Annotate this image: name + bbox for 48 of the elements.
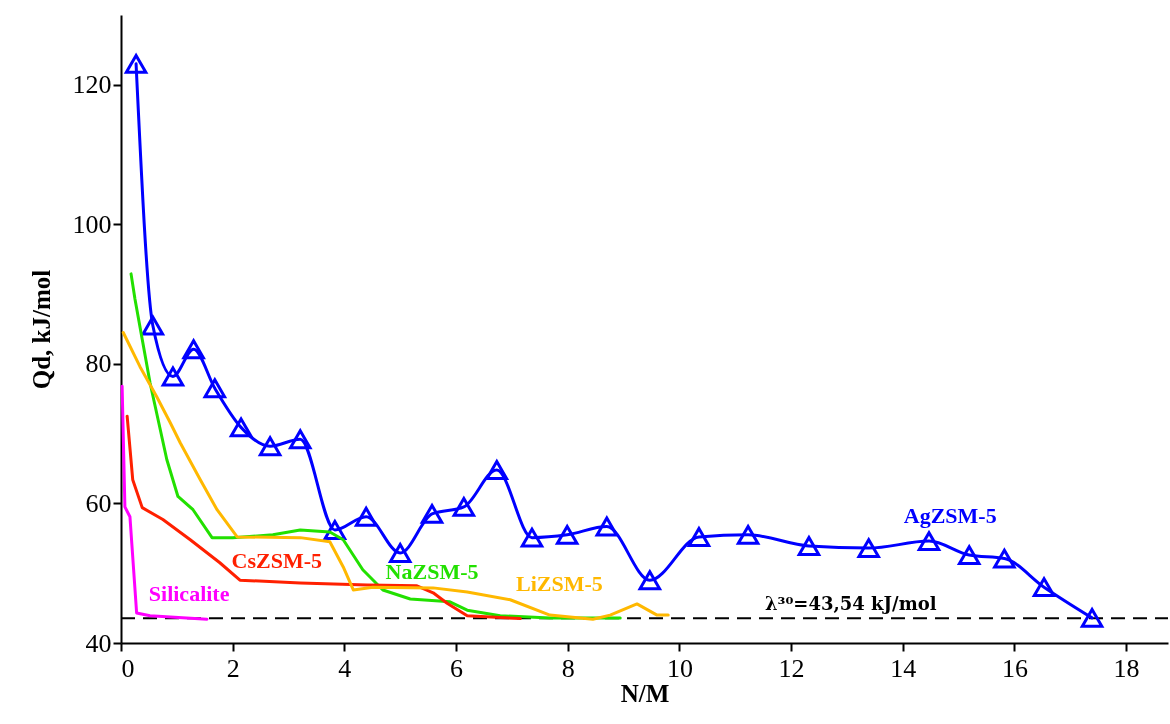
y-tick-label: 40 [85, 628, 112, 658]
point [258, 436, 282, 457]
point [797, 536, 821, 556]
x-tick-label: 8 [561, 653, 575, 683]
point [182, 339, 205, 360]
point [555, 524, 579, 545]
point [957, 545, 981, 566]
point [124, 53, 148, 74]
ref-line-label: λ³⁰=43,54 kJ/mol [764, 593, 937, 615]
point [354, 506, 378, 527]
y-tick-label: 80 [85, 349, 112, 379]
y-axis-title: Qd, kJ/mol [27, 269, 55, 390]
x-tick-label: 0 [121, 653, 135, 683]
x-tick-label: 4 [338, 653, 352, 683]
point [520, 527, 544, 548]
series-label: LiZSM-5 [515, 571, 603, 597]
point [420, 503, 444, 524]
point [595, 516, 619, 537]
point [638, 570, 662, 591]
point [1080, 607, 1104, 628]
x-tick-label: 16 [1001, 653, 1028, 683]
x-tick-label: 6 [450, 653, 464, 683]
y-tick-label: 100 [72, 209, 112, 239]
series-label: NaZSM-5 [385, 558, 479, 584]
point [203, 378, 227, 399]
x-tick-label: 18 [1113, 653, 1140, 683]
point [485, 460, 509, 480]
x-tick-label: 12 [778, 653, 805, 683]
point [1032, 577, 1056, 598]
series-label: CsZSM-5 [231, 548, 323, 574]
series-label: AgZSM-5 [903, 503, 997, 528]
point [687, 527, 711, 547]
point [736, 524, 760, 545]
line-series [121, 330, 670, 621]
x-tick-label: 2 [226, 653, 240, 683]
point [161, 366, 185, 387]
x-tick-label: 14 [890, 653, 917, 683]
series-label: Silicalite [148, 581, 230, 607]
point [289, 429, 312, 450]
y-tick-label: 120 [72, 70, 112, 100]
point [452, 496, 476, 517]
point [229, 417, 253, 438]
point [857, 538, 880, 559]
point [993, 548, 1016, 569]
point [917, 531, 941, 552]
point [141, 315, 165, 336]
y-tick-label: 60 [85, 488, 112, 518]
point [388, 543, 412, 563]
